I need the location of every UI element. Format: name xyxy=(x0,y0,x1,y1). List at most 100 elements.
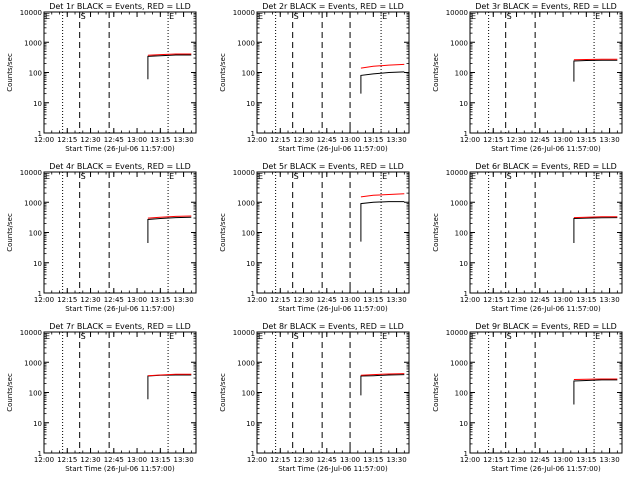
x-tick-label: 13:15 xyxy=(576,456,596,464)
y-axis-label: Counts/sec xyxy=(432,53,440,92)
y-tick-label: 1000 xyxy=(237,359,255,367)
y-tick-label: 10000 xyxy=(20,329,42,337)
y-axis-label: Counts/sec xyxy=(432,213,440,252)
x-tick-label: 13:15 xyxy=(576,136,596,144)
x-tick-label: 13:00 xyxy=(340,296,360,304)
x-tick-label: 12:00 xyxy=(460,296,480,304)
x-tick-label: 12:45 xyxy=(530,456,550,464)
x-tick-label: 13:15 xyxy=(576,296,596,304)
y-tick-label: 100 xyxy=(242,70,255,78)
series-line-lld xyxy=(573,58,618,61)
x-tick-label: 13:15 xyxy=(150,296,170,304)
x-tick-label: 12:30 xyxy=(293,136,313,144)
event-marker-label: E xyxy=(45,172,50,181)
chart-title: Det 4r BLACK = Events, RED = LLD xyxy=(49,162,191,171)
x-tick-label: 12:00 xyxy=(460,456,480,464)
event-marker-label: E xyxy=(471,172,476,181)
x-tick-label: 12:15 xyxy=(483,296,503,304)
chart-svg: Det 7r BLACK = Events, RED = LLD 1 10 100 10… xyxy=(6,322,197,473)
x-tick-label: 12:30 xyxy=(506,456,526,464)
event-marker-label: E xyxy=(595,172,600,181)
series-line-events xyxy=(360,201,405,242)
event-marker-label: E xyxy=(45,12,50,21)
x-tick-label: 12:15 xyxy=(270,296,290,304)
plot-frame xyxy=(469,11,623,134)
x-tick-label: 12:15 xyxy=(57,296,77,304)
y-tick-label: 1000 xyxy=(450,39,468,47)
chart-panel: Det 4r BLACK = Events, RED = LLD 1 10 100 10… xyxy=(0,160,213,320)
x-tick-label: 13:30 xyxy=(386,456,406,464)
chart-panel: Det 2r BLACK = Events, RED = LLD 1 10 100 10… xyxy=(213,0,426,160)
x-tick-label: 13:30 xyxy=(173,456,193,464)
plot-frame xyxy=(469,171,623,294)
chart-title: Det 9r BLACK = Events, RED = LLD xyxy=(475,322,617,331)
event-marker-label: S xyxy=(81,12,86,21)
series-line-lld xyxy=(573,378,618,380)
y-tick-label: 1000 xyxy=(450,199,468,207)
plot-frame xyxy=(256,171,410,294)
y-tick-label: 100 xyxy=(29,230,42,238)
x-tick-label: 12:45 xyxy=(104,136,124,144)
x-tick-label: 12:15 xyxy=(57,136,77,144)
x-tick-label: 13:15 xyxy=(150,136,170,144)
x-tick-label: 13:15 xyxy=(363,136,383,144)
x-tick-label: 12:00 xyxy=(34,456,54,464)
x-tick-label: 12:30 xyxy=(506,136,526,144)
x-tick-label: 13:00 xyxy=(127,456,147,464)
x-tick-label: 12:15 xyxy=(483,456,503,464)
series-line-lld xyxy=(360,193,405,198)
y-tick-label: 1000 xyxy=(237,39,255,47)
x-tick-label: 13:00 xyxy=(553,296,573,304)
x-tick-label: 13:30 xyxy=(173,296,193,304)
chart-svg: Det 9r BLACK = Events, RED = LLD 1 10 100 10… xyxy=(432,322,623,473)
x-tick-label: 12:15 xyxy=(483,136,503,144)
chart-title: Det 8r BLACK = Events, RED = LLD xyxy=(262,322,404,331)
event-marker-label: E xyxy=(169,172,174,181)
y-axis-label: Counts/sec xyxy=(219,373,227,412)
event-marker-label: S xyxy=(507,332,512,341)
x-tick-label: 13:15 xyxy=(363,296,383,304)
plot-frame xyxy=(43,171,197,294)
series-line-lld xyxy=(360,63,405,69)
chart-svg: Det 2r BLACK = Events, RED = LLD 1 10 100 10… xyxy=(219,2,410,153)
event-marker-label: E xyxy=(258,172,263,181)
y-tick-label: 10000 xyxy=(446,329,468,337)
y-axis-label: Counts/sec xyxy=(432,373,440,412)
x-tick-label: 12:15 xyxy=(57,456,77,464)
x-tick-label: 12:45 xyxy=(530,136,550,144)
x-tick-label: 12:15 xyxy=(270,456,290,464)
plot-frame xyxy=(43,11,197,134)
x-tick-label: 13:00 xyxy=(340,136,360,144)
chart-title: Det 1r BLACK = Events, RED = LLD xyxy=(49,2,191,11)
x-tick-label: 13:15 xyxy=(150,456,170,464)
event-marker-label: S xyxy=(294,172,299,181)
x-tick-label: 13:30 xyxy=(173,136,193,144)
x-tick-label: 12:00 xyxy=(34,136,54,144)
x-tick-label: 12:30 xyxy=(80,456,100,464)
series-line-lld xyxy=(573,216,618,219)
series-line-events xyxy=(360,71,405,94)
chart-title: Det 7r BLACK = Events, RED = LLD xyxy=(49,322,191,331)
x-axis-label: Start Time (26-Jul-06 11:57:00) xyxy=(65,465,175,473)
y-tick-label: 10000 xyxy=(446,9,468,17)
event-marker-label: E xyxy=(382,332,387,341)
y-tick-label: 10 xyxy=(459,260,468,268)
series-line-events xyxy=(147,374,192,400)
chart-svg: Det 6r BLACK = Events, RED = LLD 1 10 100 10… xyxy=(432,162,623,313)
series-line-events xyxy=(573,217,618,243)
y-tick-label: 100 xyxy=(242,390,255,398)
y-tick-label: 10 xyxy=(33,260,42,268)
x-axis-label: Start Time (26-Jul-06 11:57:00) xyxy=(65,305,175,313)
y-tick-label: 10000 xyxy=(233,329,255,337)
x-tick-label: 12:45 xyxy=(317,456,337,464)
chart-title: Det 6r BLACK = Events, RED = LLD xyxy=(475,162,617,171)
x-axis-label: Start Time (26-Jul-06 11:57:00) xyxy=(491,145,601,153)
y-tick-label: 100 xyxy=(455,70,468,78)
y-tick-label: 10 xyxy=(246,100,255,108)
x-tick-label: 13:00 xyxy=(127,296,147,304)
chart-svg: Det 3r BLACK = Events, RED = LLD 1 10 100 10… xyxy=(432,2,623,153)
x-axis-label: Start Time (26-Jul-06 11:57:00) xyxy=(65,145,175,153)
y-tick-label: 1000 xyxy=(450,359,468,367)
series-line-lld xyxy=(147,53,192,56)
